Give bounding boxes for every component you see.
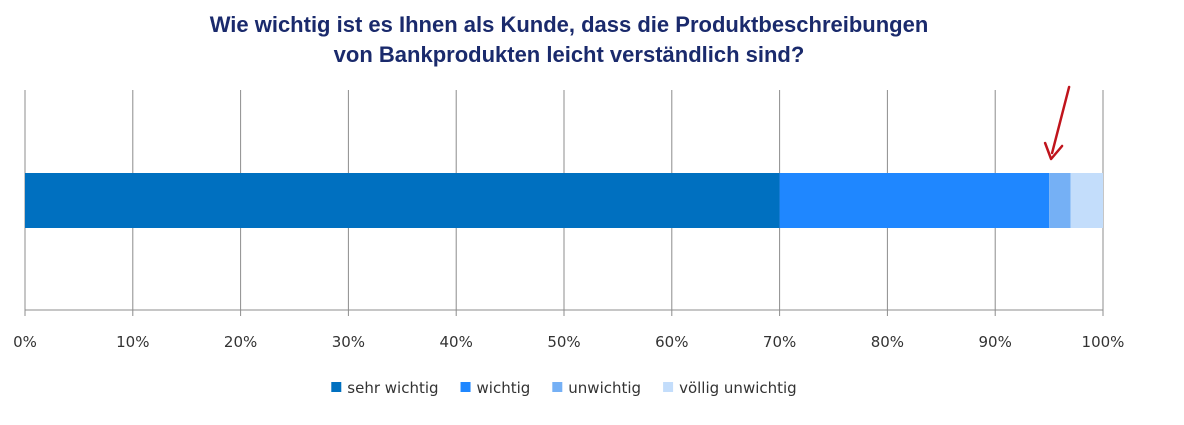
- x-tick-label: 30%: [332, 333, 365, 351]
- annotation-arrow: [1043, 85, 1071, 161]
- chart-title-line-2: von Bankprodukten leicht verständlich si…: [334, 42, 805, 67]
- x-tick-label: 40%: [440, 333, 473, 351]
- legend-label: unwichtig: [568, 379, 641, 397]
- legend-label: sehr wichtig: [347, 379, 438, 397]
- legend-swatch: [460, 382, 471, 392]
- arrow-head: [1043, 141, 1064, 161]
- bar-segment: [25, 173, 780, 228]
- bars: [25, 173, 1103, 228]
- legend-swatch: [331, 382, 342, 392]
- bar-segment: [779, 173, 1050, 228]
- x-axis-ticks: 0% 10% 20% 30% 40% 50% 60% 70% 80% 90% 100%: [13, 333, 1124, 351]
- legend-item: sehr wichtig: [331, 379, 439, 397]
- legend-item: völlig unwichtig: [663, 379, 797, 397]
- bar-segment: [1070, 173, 1103, 228]
- x-tick-label: 80%: [871, 333, 904, 351]
- legend: sehr wichtig wichtig unwichtig völlig unwic…: [331, 379, 797, 397]
- arrow-shaft: [1050, 85, 1071, 155]
- x-tick-label: 60%: [655, 333, 688, 351]
- legend-swatch: [552, 382, 563, 392]
- x-tick-label: 70%: [763, 333, 796, 351]
- legend-label: wichtig: [477, 379, 531, 397]
- x-tick-label: 10%: [116, 333, 149, 351]
- chart-title-line-1: Wie wichtig ist es Ihnen als Kunde, dass…: [210, 12, 929, 37]
- x-tick-label: 0%: [13, 333, 37, 351]
- x-tick-label: 100%: [1082, 333, 1125, 351]
- x-tick-label: 50%: [547, 333, 580, 351]
- x-tick-label: 20%: [224, 333, 257, 351]
- legend-label: völlig unwichtig: [679, 379, 797, 397]
- x-tick-label: 90%: [979, 333, 1012, 351]
- legend-item: unwichtig: [552, 379, 641, 397]
- legend-swatch: [663, 382, 674, 392]
- bar-segment: [1049, 173, 1071, 228]
- legend-item: wichtig: [460, 379, 531, 397]
